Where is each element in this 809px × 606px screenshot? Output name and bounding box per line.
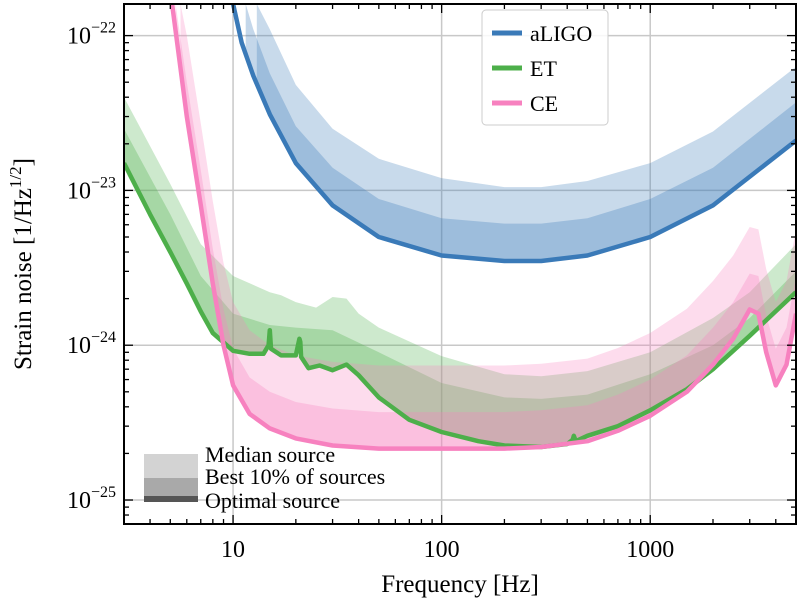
y-tick-base: 10 — [67, 488, 91, 514]
y-tick-base: 10 — [67, 333, 91, 359]
y-tick-label: 10−25 — [67, 484, 116, 514]
y-axis-label: Strain noise [1/Hz1/2] — [6, 158, 37, 370]
legend-box — [481, 9, 609, 126]
legend: aLIGO ET CE — [481, 9, 609, 126]
plot-frame — [123, 3, 797, 525]
noise-curves — [124, 4, 796, 451]
y-tick-label: 10−22 — [67, 20, 116, 50]
y-tick-exponent: −23 — [91, 174, 116, 191]
band-key-optimal-swatch — [144, 496, 198, 502]
legend-label-aligo: aLIGO — [530, 21, 592, 46]
band-key-label: Median source — [205, 442, 335, 467]
band-key-label: Optimal source — [205, 488, 340, 513]
y-tick-label: 10−24 — [67, 329, 116, 359]
y-axis-label-exponent: 1/2 — [6, 166, 25, 188]
y-axis-label-close: ] — [10, 158, 37, 166]
band-key-label: Best 10% of sources — [205, 464, 385, 489]
y-tick-exponent: −25 — [91, 484, 116, 501]
y-axis-label-main: Strain noise [1/Hz — [10, 188, 37, 370]
noise-bands — [124, 4, 796, 449]
y-tick-exponent: −22 — [91, 20, 116, 37]
ce-median-band — [180, 4, 796, 449]
et-median-band — [124, 97, 796, 447]
y-tick-exponent: −24 — [91, 329, 116, 346]
y-tick-label: 10−23 — [67, 174, 116, 204]
band-key-best10-swatch — [144, 478, 198, 496]
legend-label-et: ET — [530, 56, 557, 81]
legend-label-ce: CE — [530, 91, 558, 116]
band-key-median-swatch — [144, 454, 198, 478]
y-tick-base: 10 — [67, 178, 91, 204]
aligo-median-band — [256, 4, 796, 261]
x-tick-label: 100 — [424, 537, 460, 563]
x-axis-label: Frequency [Hz] — [381, 571, 539, 598]
ce-optimal-line — [169, 4, 796, 451]
grid — [124, 4, 796, 524]
aligo-best10-band — [245, 4, 796, 261]
aligo-optimal-line — [230, 4, 796, 264]
x-tick-label: 10 — [221, 537, 245, 563]
et-optimal-line — [124, 162, 796, 450]
x-tick-label: 1000 — [626, 537, 674, 563]
y-tick-base: 10 — [67, 24, 91, 50]
